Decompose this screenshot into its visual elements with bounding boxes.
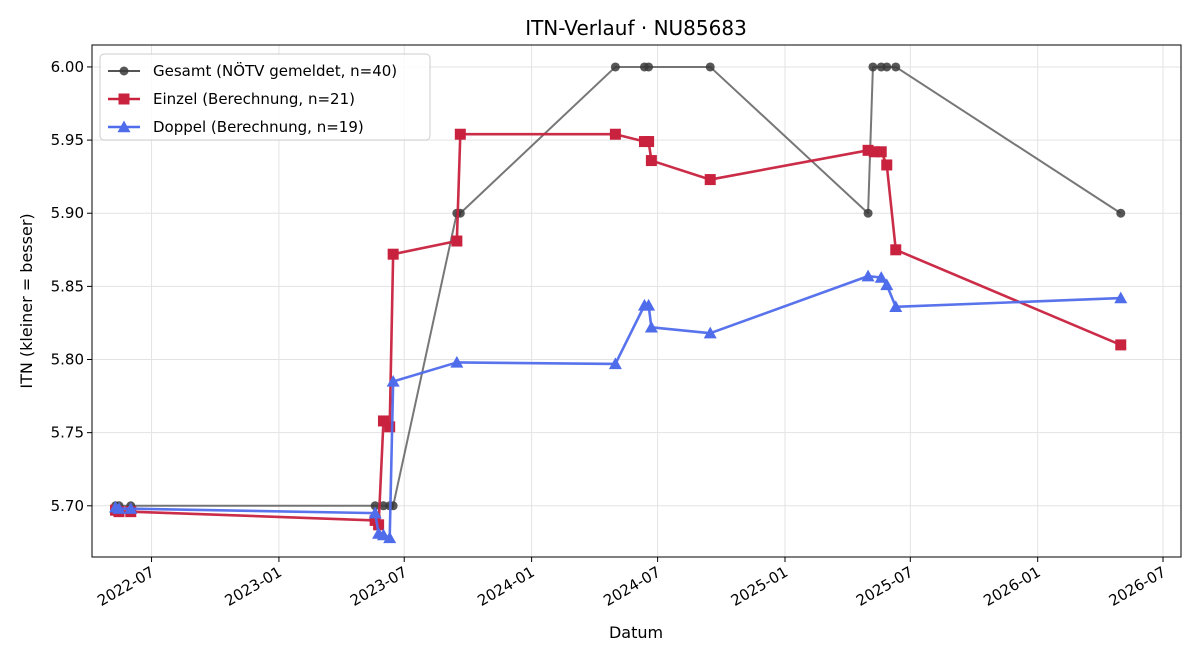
y-axis-label: ITN (kleiner = besser) <box>17 213 36 388</box>
data-point <box>874 271 888 283</box>
data-point <box>377 415 389 427</box>
data-point <box>704 174 716 186</box>
data-point <box>861 269 875 282</box>
data-point <box>450 355 464 368</box>
y-tick-label: 5.80 <box>51 351 84 369</box>
data-point <box>124 502 138 514</box>
data-point <box>643 136 655 148</box>
data-point <box>868 146 880 158</box>
data-point <box>863 208 873 218</box>
data-point <box>609 128 621 140</box>
data-point <box>1116 208 1126 218</box>
chart-title: ITN-Verlauf · NU85683 <box>525 16 747 40</box>
series-layer <box>109 62 1128 544</box>
data-point <box>370 501 380 511</box>
data-point <box>378 501 388 511</box>
legend-label: Gesamt (NÖTV gemeldet, n=40) <box>153 61 397 80</box>
data-point <box>880 278 894 291</box>
data-point <box>644 320 658 333</box>
legend-box <box>99 53 431 141</box>
data-point <box>610 62 620 72</box>
data-point <box>645 155 657 167</box>
legend-marker <box>119 66 129 76</box>
legend: Gesamt (NÖTV gemeldet, n=40) Einzel (Bere… <box>99 53 431 141</box>
plot-frame <box>91 44 1182 558</box>
data-point <box>703 326 717 339</box>
data-point <box>875 146 887 158</box>
data-point <box>608 357 622 370</box>
data-point <box>1114 291 1128 304</box>
data-point <box>868 62 878 72</box>
y-tick-label: 5.90 <box>51 204 84 222</box>
y-tick-label: 6.00 <box>51 58 84 76</box>
data-point <box>862 144 874 156</box>
data-point <box>889 300 903 313</box>
data-point <box>454 128 466 140</box>
data-point <box>386 374 400 387</box>
data-point <box>644 62 654 72</box>
data-point <box>112 502 126 514</box>
data-point <box>882 62 892 72</box>
data-point <box>387 248 399 260</box>
data-point <box>1115 339 1127 351</box>
data-point <box>890 244 902 256</box>
data-point <box>384 421 396 433</box>
legend-label: Doppel (Berechnung, n=19) <box>153 118 364 136</box>
legend-marker <box>117 120 131 133</box>
data-point <box>368 506 382 519</box>
series-3 <box>109 269 1128 544</box>
data-point <box>642 298 656 311</box>
data-point <box>383 531 397 544</box>
y-tick-label: 5.75 <box>51 424 84 442</box>
data-point <box>881 159 893 171</box>
legend-marker <box>118 93 130 105</box>
data-point <box>373 519 385 531</box>
data-point <box>891 62 901 72</box>
data-point <box>451 235 463 247</box>
data-point <box>705 62 715 72</box>
y-tick-label: 5.70 <box>51 497 84 515</box>
x-axis-label: Datum <box>609 623 663 642</box>
y-tick-label: 5.95 <box>51 131 84 149</box>
legend-label: Einzel (Berechnung, n=21) <box>153 90 355 108</box>
y-tick-label: 5.85 <box>51 277 84 295</box>
